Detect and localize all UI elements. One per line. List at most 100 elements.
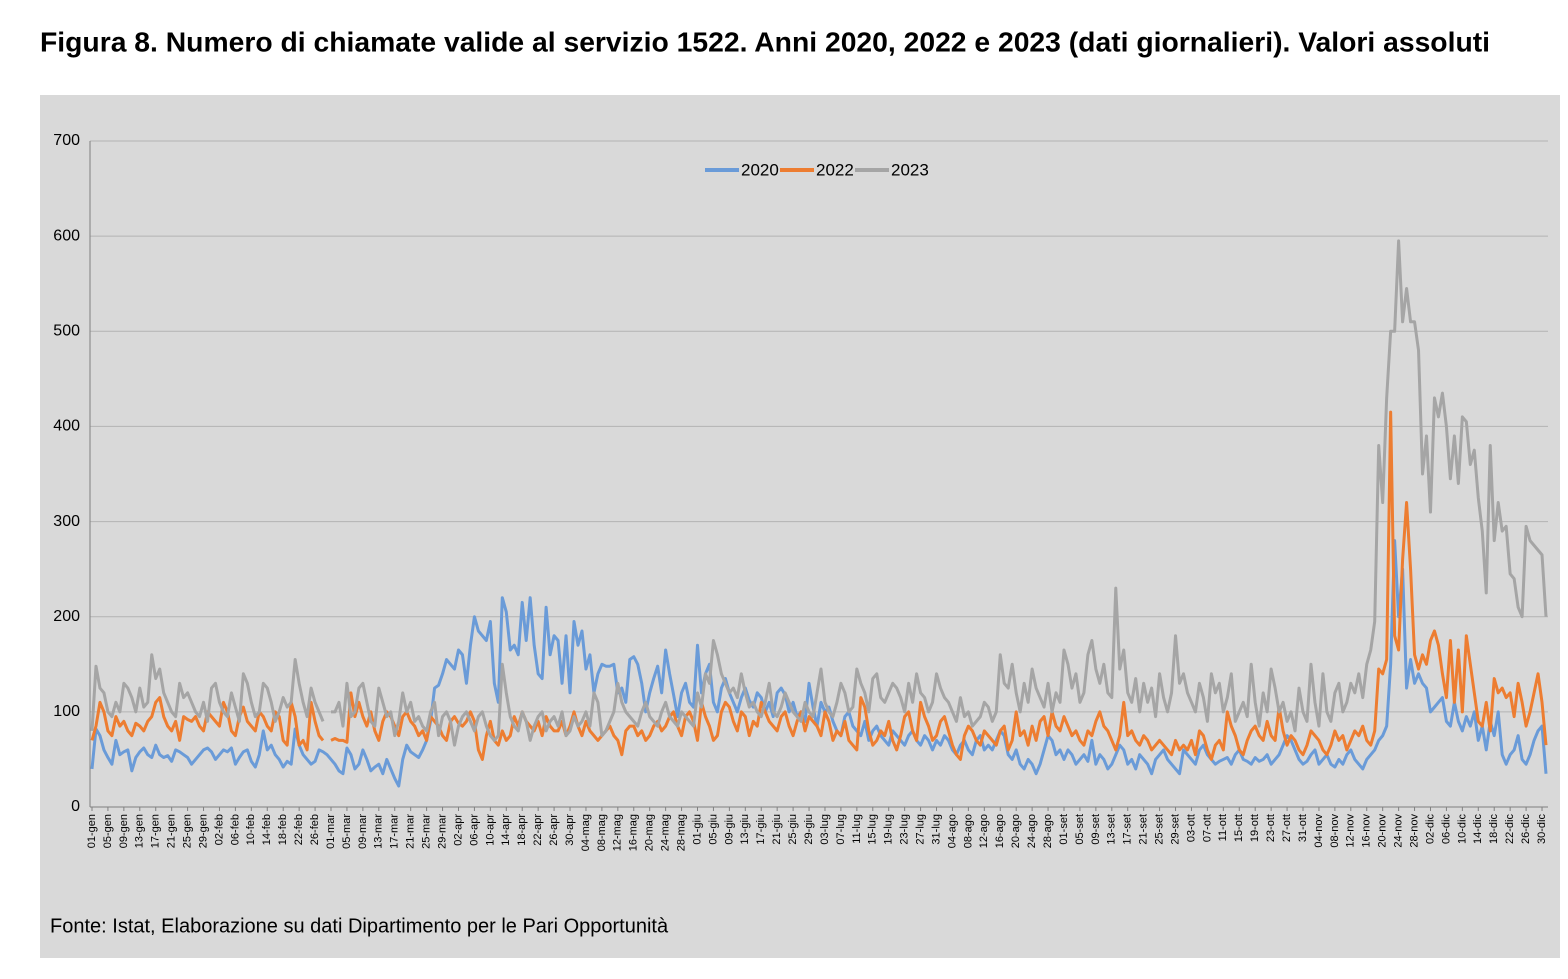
x-tick-label: 25-set [1154,814,1166,845]
x-tick-label: 20-nov [1377,814,1389,848]
x-tick-label: 24-nov [1393,814,1405,848]
x-tick-label: 31-ott [1297,814,1309,842]
x-tick-label: 26-dic [1520,814,1532,844]
x-tick-label: 12-ago [978,814,990,848]
x-tick-label: 25-gen [182,814,194,848]
x-tick-label: 25-mar [421,814,433,849]
x-tick-label: 29-giu [803,814,815,845]
x-tick-label: 20-mag [644,814,656,851]
x-tick-label: 04-ago [946,814,958,848]
x-tick-label: 06-dic [1440,814,1452,844]
x-tick-label: 24-mag [660,814,672,851]
y-tick-label: 200 [53,608,80,625]
x-tick-label: 17-mar [389,814,401,849]
x-tick-label: 16-mag [628,814,640,851]
x-tick-label: 02-dic [1424,814,1436,844]
x-tick-label: 19-lug [883,814,895,845]
x-tick-label: 14-apr [500,814,512,846]
x-tick-label: 08-ago [962,814,974,848]
chart-panel [40,95,1560,958]
x-tick-label: 09-set [1090,814,1102,845]
x-tick-label: 22-apr [532,814,544,846]
x-tick-label: 05-giu [707,814,719,845]
x-tick-label: 05-mar [341,814,353,849]
legend-label: 2020 [741,160,779,179]
x-tick-label: 18-feb [277,814,289,845]
x-tick-label: 29-gen [197,814,209,848]
x-tick-label: 17-gen [150,814,162,848]
x-tick-label: 28-nov [1408,814,1420,848]
x-tick-label: 09-mar [357,814,369,849]
x-tick-label: 05-set [1074,814,1086,845]
x-tick-label: 18-dic [1488,814,1500,844]
x-tick-label: 12-nov [1345,814,1357,848]
x-tick-label: 23-lug [899,814,911,845]
y-tick-label: 700 [53,132,80,149]
x-tick-label: 14-dic [1472,814,1484,844]
x-tick-label: 16-ago [994,814,1006,848]
x-tick-label: 29-mar [436,814,448,849]
x-tick-label: 13-mar [373,814,385,849]
x-tick-label: 30-dic [1536,814,1548,844]
x-tick-label: 10-apr [484,814,496,846]
x-tick-label: 28-ago [1042,814,1054,848]
source-note: Fonte: Istat, Elaborazione su dati Dipar… [50,915,669,937]
x-tick-label: 06-feb [229,814,241,845]
x-tick-label: 25-giu [787,814,799,845]
x-tick-label: 28-mag [675,814,687,851]
x-tick-label: 21-giu [771,814,783,845]
series-line [90,239,1548,747]
x-tick-label: 12-mag [612,814,624,851]
x-tick-label: 23-ott [1265,814,1277,842]
x-tick-label: 01-set [1058,814,1070,845]
x-tick-label: 03-ott [1185,814,1197,842]
x-tick-label: 02-feb [213,814,225,845]
x-tick-label: 14-feb [261,814,273,845]
x-tick-label: 02-apr [452,814,464,846]
x-tick-label: 31-lug [930,814,942,845]
x-tick-label: 11-lug [851,814,863,844]
x-tick-label: 10-dic [1456,814,1468,844]
x-tick-label: 21-mar [405,814,417,849]
x-tick-label: 09-giu [723,814,735,845]
x-tick-label: 07-lug [835,814,847,845]
x-tick-label: 30-apr [564,814,576,846]
x-tick-label: 15-lug [867,814,879,845]
y-tick-label: 100 [53,703,80,720]
x-tick-label: 10-feb [245,814,257,845]
series-line [90,539,1548,788]
y-tick-label: 400 [53,418,80,435]
x-tick-label: 27-ott [1281,814,1293,842]
y-tick-label: 300 [53,513,80,530]
x-tick-label: 29-set [1169,814,1181,845]
y-tick-label: 500 [53,323,80,340]
x-tick-label: 20-ago [1010,814,1022,848]
x-tick-label: 15-ott [1233,814,1245,842]
x-tick-label: 07-ott [1201,814,1213,842]
x-tick-label: 05-gen [102,814,114,848]
x-tick-label: 16-nov [1361,814,1373,848]
x-tick-label: 17-set [1122,814,1134,845]
x-tick-label: 26-feb [309,814,321,845]
x-tick-label: 04-mag [580,814,592,851]
chart-title: Figura 8. Numero di chiamate valide al s… [40,26,1490,57]
x-tick-label: 13-gen [134,814,146,848]
x-tick-label: 27-lug [914,814,926,845]
x-tick-label: 21-gen [166,814,178,848]
x-tick-label: 17-giu [755,814,767,845]
x-tick-label: 01-gen [86,814,98,848]
x-tick-label: 08-mag [596,814,608,851]
x-tick-label: 01-giu [691,814,703,845]
x-tick-label: 21-set [1138,814,1150,845]
y-tick-label: 600 [53,227,80,244]
x-tick-label: 01-mar [325,814,337,849]
legend-label: 2022 [816,160,854,179]
x-tick-label: 06-apr [468,814,480,846]
x-tick-label: 19-ott [1249,814,1261,842]
x-tick-label: 13-giu [739,814,751,845]
x-tick-label: 22-dic [1504,814,1516,844]
x-tick-label: 13-set [1106,814,1118,845]
x-tick-label: 03-lug [819,814,831,845]
x-tick-label: 22-feb [293,814,305,845]
